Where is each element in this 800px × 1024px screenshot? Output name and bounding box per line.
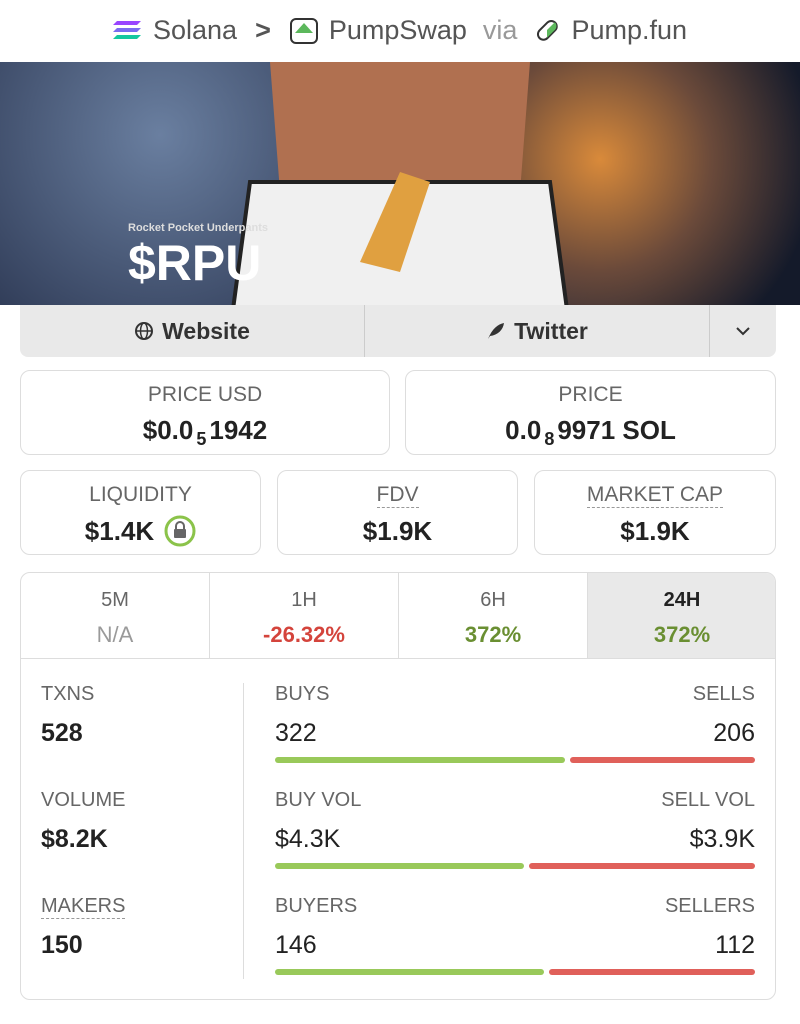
stat-value: $1.4K (84, 515, 155, 546)
timeframe-label: 24H (663, 589, 701, 611)
price-native-value: 0.0 8 9971 SOL (406, 415, 775, 450)
timeframe-tab[interactable]: 6H 372% (399, 573, 588, 659)
price-zeros: 8 (544, 429, 555, 449)
price-usd-label: PRICE USD (147, 383, 263, 406)
pumpswap-icon (289, 18, 318, 44)
fdv-card: FDV $1.9K (277, 470, 518, 555)
banner-image: Rocket Pocket Underpants $RPU (0, 62, 800, 305)
timeframe-label: 1H (291, 589, 317, 611)
price-usd-value: $0.0 5 1942 (21, 415, 389, 450)
globe-icon (135, 322, 154, 340)
stat-label: LIQUIDITY (89, 483, 192, 506)
right-label: SELLS (692, 683, 755, 705)
banner-ticker: $RPU (128, 235, 262, 291)
stat-value: $1.9K (362, 516, 433, 546)
more-button[interactable] (710, 305, 776, 357)
total-value: 150 (41, 931, 83, 959)
total-value: $8.2K (41, 825, 108, 853)
lock-icon (164, 515, 196, 547)
total-label: TXNS (41, 683, 95, 705)
sell-bar (548, 969, 755, 975)
stat-label: MARKET CAP (586, 483, 724, 508)
separator: > (255, 14, 271, 45)
liquidity-card: LIQUIDITY $1.4K (20, 470, 261, 555)
total-value: 528 (41, 719, 83, 747)
banner-art (231, 62, 569, 305)
timeframe-change: 372% (464, 622, 522, 647)
timeframe-label: 5M (101, 589, 129, 611)
chevron-icon (736, 327, 750, 336)
left-value: $4.3K (275, 825, 341, 853)
dex[interactable]: PumpSwap (328, 14, 467, 45)
chain[interactable]: Solana (152, 14, 238, 45)
breadcrumb: Solana > PumpSwap via Pump.fun (0, 0, 800, 60)
link-bar: Website Twitter (20, 305, 776, 357)
timeframe-tab[interactable]: 5M N/A (21, 573, 210, 659)
twitter-label: Twitter (514, 317, 588, 344)
buy-bar (275, 969, 544, 975)
left-label: BUYERS (275, 895, 358, 917)
banner-subtitle: Rocket Pocket Underpants (128, 222, 268, 234)
price-usd-card: PRICE USD $0.0 5 1942 (20, 370, 390, 455)
left-value: 146 (275, 931, 317, 959)
website-label: Website (162, 317, 250, 344)
twitter-button[interactable]: Twitter (365, 305, 710, 357)
price-prefix: $0.0 (142, 415, 194, 445)
sell-bar (569, 757, 755, 763)
right-value: $3.9K (689, 825, 755, 853)
price-native-card: PRICE 0.0 8 9971 SOL (405, 370, 776, 455)
activity-panel: 5M N/A 1H -26.32% 6H 372% 24H 372% TXNS 528 BUYS SE… (20, 572, 776, 1000)
left-label: BUY VOL (275, 789, 362, 811)
buy-bar (275, 757, 565, 763)
total-label: MAKERS (41, 895, 126, 919)
right-label: SELL VOL (661, 789, 755, 811)
divider (243, 683, 244, 979)
launchpad[interactable]: Pump.fun (571, 14, 688, 45)
price-digits: 9971 SOL (557, 415, 676, 445)
sell-bar (529, 863, 755, 869)
website-button[interactable]: Website (20, 305, 365, 357)
timeframe-change: N/A (96, 622, 134, 647)
timeframe-change: -26.32% (263, 622, 345, 647)
pump-icon (537, 19, 559, 41)
stat-label: FDV (376, 483, 419, 508)
left-label: BUYS (275, 683, 330, 705)
stat-value-row: $1.4K (21, 515, 260, 547)
left-value: 322 (275, 719, 317, 747)
stat-value: $1.9K (620, 516, 690, 546)
feather-icon (488, 323, 505, 339)
right-label: SELLERS (664, 895, 755, 917)
market-cap-card: MARKET CAP $1.9K (534, 470, 776, 555)
timeframe-change: 372% (653, 622, 711, 647)
price-native-label: PRICE (558, 383, 623, 406)
timeframe-tab[interactable]: 24H 372% (588, 573, 775, 659)
solana-icon (112, 21, 141, 39)
right-value: 206 (713, 719, 755, 747)
right-value: 112 (715, 931, 755, 959)
total-label: VOLUME (41, 789, 126, 811)
timeframe-label: 6H (480, 589, 506, 611)
price-zeros: 5 (196, 429, 207, 449)
price-digits: 1942 (209, 415, 268, 445)
timeframe-tab[interactable]: 1H -26.32% (210, 573, 399, 659)
price-prefix: 0.0 (505, 415, 542, 445)
via: via (482, 14, 518, 45)
buy-bar (275, 863, 525, 869)
